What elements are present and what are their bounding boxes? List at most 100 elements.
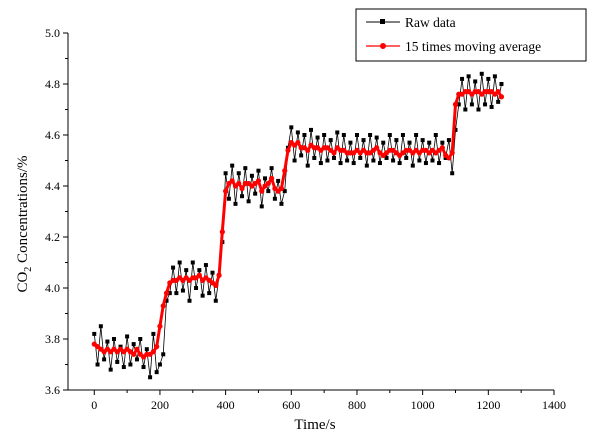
raw-data-point xyxy=(246,199,251,204)
axes: 0 200 400 600 800 1000 1200 1400 3.6 3.8 4.0 4.2 4.4… xyxy=(45,26,566,412)
raw-data-point xyxy=(318,161,323,166)
x-tick-label: 1400 xyxy=(542,398,566,412)
moving-average-point xyxy=(150,349,156,355)
moving-average-series xyxy=(91,89,505,360)
raw-data-point xyxy=(351,161,356,166)
moving-average-point xyxy=(196,272,202,278)
x-tick-label: 600 xyxy=(282,398,300,412)
raw-data-point xyxy=(479,71,484,76)
raw-data-point xyxy=(151,331,156,336)
raw-data-point xyxy=(236,171,241,176)
raw-data-point xyxy=(397,161,402,166)
raw-data-point xyxy=(138,337,143,341)
raw-data-point xyxy=(328,138,333,143)
moving-average-point xyxy=(154,344,160,350)
raw-data-point xyxy=(108,367,113,372)
y-tick-label: 4.4 xyxy=(45,179,60,193)
raw-data-point xyxy=(437,161,442,166)
moving-average-point xyxy=(255,178,262,184)
raw-data-point xyxy=(128,362,133,367)
moving-average-point xyxy=(259,188,265,194)
moving-average-point xyxy=(213,282,219,289)
raw-data-point xyxy=(489,104,494,109)
raw-data-point xyxy=(249,173,254,178)
raw-data-point xyxy=(243,166,248,171)
legend-box xyxy=(355,8,587,62)
raw-data-point xyxy=(105,339,110,344)
y-tick-label: 3.6 xyxy=(45,383,60,397)
raw-data-point xyxy=(469,102,474,107)
raw-data-point xyxy=(496,99,501,104)
raw-data-point xyxy=(180,288,185,293)
raw-data-point xyxy=(210,270,215,275)
raw-data-point xyxy=(305,163,310,168)
raw-data-point xyxy=(420,138,425,143)
raw-data-point xyxy=(157,362,162,367)
raw-data-point xyxy=(423,161,428,166)
moving-average-point xyxy=(495,89,501,95)
legend: Raw data 15 times moving average xyxy=(355,8,587,62)
moving-average-point xyxy=(229,178,235,184)
raw-data-point xyxy=(292,158,297,163)
raw-data-point xyxy=(345,158,350,163)
raw-data-point xyxy=(354,133,359,137)
raw-data-point xyxy=(253,191,258,196)
y-tick-label: 4.6 xyxy=(45,128,60,142)
raw-data-point xyxy=(450,171,455,176)
moving-average-point xyxy=(331,150,337,156)
x-tick-label: 800 xyxy=(348,398,366,412)
raw-data-point xyxy=(404,155,409,160)
raw-data-point xyxy=(134,357,139,362)
raw-data-point xyxy=(174,291,179,296)
raw-data-point xyxy=(348,140,353,145)
raw-data-point xyxy=(197,268,202,273)
raw-data-point xyxy=(371,158,376,163)
raw-data-point xyxy=(499,82,504,86)
raw-data-point xyxy=(102,357,107,362)
raw-data-point xyxy=(177,260,182,265)
raw-data-point xyxy=(414,133,419,137)
raw-data-point xyxy=(476,107,481,112)
moving-average-point xyxy=(449,150,455,156)
raw-data-point xyxy=(456,102,461,107)
raw-data-point xyxy=(121,365,126,370)
raw-data-point xyxy=(322,133,327,137)
raw-data-point xyxy=(200,293,205,298)
x-tick-label: 0 xyxy=(91,398,97,412)
raw-data-point xyxy=(194,286,199,290)
raw-data-point xyxy=(276,178,281,183)
raw-data-point xyxy=(259,204,264,209)
moving-average-point xyxy=(446,155,452,161)
y-tick-label: 4.2 xyxy=(45,230,60,244)
raw-data-point xyxy=(394,138,399,143)
raw-data-point xyxy=(233,201,238,206)
raw-data-point xyxy=(335,130,340,135)
moving-average-point xyxy=(452,101,459,107)
legend-avg-label: 15 times moving average xyxy=(405,39,541,54)
raw-data-point xyxy=(446,138,451,143)
raw-data-point xyxy=(486,76,491,81)
raw-data-point xyxy=(171,265,176,270)
raw-data-point xyxy=(299,153,304,158)
y-axis-title: CO2 Concentrations/% xyxy=(15,155,34,292)
moving-average-point xyxy=(265,180,271,187)
raw-data-point xyxy=(161,352,166,357)
moving-average-point xyxy=(285,147,291,153)
raw-data-point xyxy=(466,74,471,79)
raw-data-point xyxy=(463,107,468,112)
raw-data-point xyxy=(148,375,153,380)
moving-average-point xyxy=(498,94,505,100)
raw-data-point xyxy=(381,140,386,145)
y-axis-title-suffix: Concentrations/% xyxy=(15,155,31,266)
raw-data-point xyxy=(473,79,478,84)
y-tick-label: 3.8 xyxy=(45,332,60,346)
moving-average-point xyxy=(131,351,137,357)
raw-data-point xyxy=(427,140,432,145)
x-tick-label: 200 xyxy=(151,398,169,412)
raw-data-point xyxy=(98,324,103,329)
raw-data-point xyxy=(368,133,373,137)
raw-data-point xyxy=(240,194,245,199)
raw-data-point xyxy=(374,135,379,140)
raw-data-point xyxy=(417,158,422,163)
y-axis-title-subscript: 2 xyxy=(23,267,34,272)
